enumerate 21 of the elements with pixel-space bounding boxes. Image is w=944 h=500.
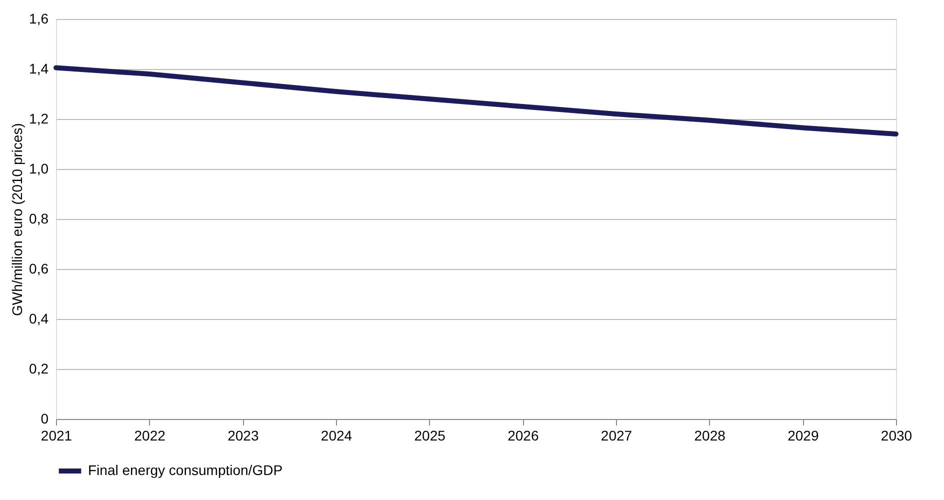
y-axis-title: GWh/million euro (2010 prices) bbox=[9, 123, 26, 316]
y-tick-label: 1,0 bbox=[29, 160, 49, 176]
y-tick-label: 0 bbox=[40, 410, 49, 426]
x-tick-label: 2024 bbox=[320, 428, 352, 444]
x-tick-label: 2022 bbox=[134, 428, 166, 444]
x-tick-label: 2025 bbox=[414, 428, 446, 444]
y-tick-label: 0,4 bbox=[29, 310, 49, 326]
x-tick-label: 2030 bbox=[880, 428, 912, 444]
y-tick-label: 1,4 bbox=[29, 60, 49, 76]
x-tick-label: 2023 bbox=[228, 428, 259, 444]
y-tick-label: 1,2 bbox=[29, 110, 49, 126]
x-tick-label: 2029 bbox=[788, 428, 819, 444]
x-tick-label: 2021 bbox=[40, 428, 72, 444]
y-tick-label: 1,6 bbox=[29, 10, 49, 26]
y-tick-label: 0,8 bbox=[29, 210, 49, 226]
y-tick-label: 0,2 bbox=[29, 360, 49, 376]
x-tick-label: 2028 bbox=[694, 428, 726, 444]
x-tick-label: 2026 bbox=[508, 428, 539, 444]
y-tick-label: 0,6 bbox=[29, 260, 49, 276]
legend-label: Final energy consumption/GDP bbox=[88, 462, 283, 478]
x-tick-label: 2027 bbox=[600, 428, 632, 444]
